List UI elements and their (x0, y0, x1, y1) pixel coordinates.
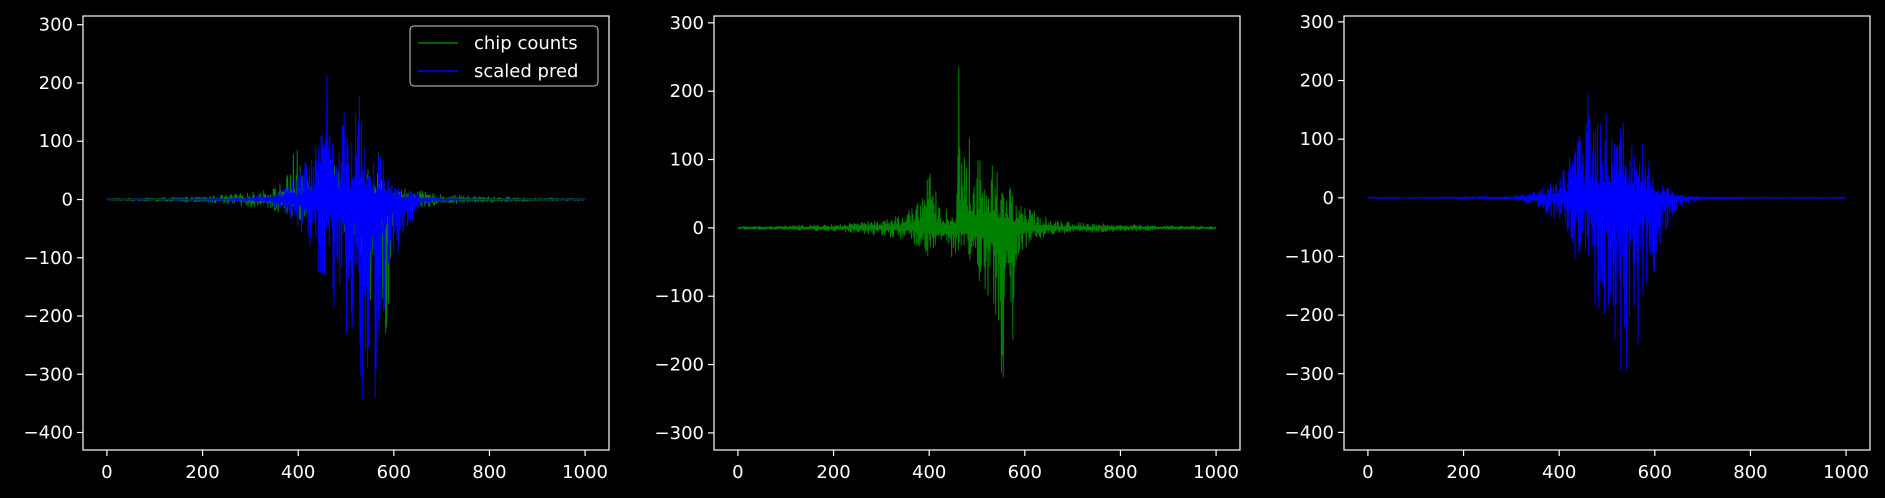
x-axis-ticks-2: 0 200 400 600 800 1000 (732, 450, 1239, 483)
x-tick-label: 800 (1733, 462, 1767, 483)
x-tick-label: 600 (377, 462, 411, 483)
y-tick-label: −300 (1285, 364, 1334, 385)
x-tick-label: 600 (1008, 462, 1042, 483)
y-tick-label: −200 (655, 355, 704, 376)
x-tick-label: 0 (101, 462, 112, 483)
y-tick-label: 100 (670, 150, 704, 171)
x-tick-label: 200 (1446, 462, 1480, 483)
y-tick-label: 100 (1300, 129, 1334, 150)
y-tick-label: 200 (1300, 71, 1334, 92)
chart-marks-3 (1367, 93, 1847, 371)
y-tick-label: 200 (39, 73, 73, 94)
y-tick-label: −100 (655, 286, 704, 307)
x-axis-ticks-1: 0 200 400 600 800 1000 (101, 450, 608, 483)
y-tick-label: −300 (24, 364, 73, 385)
x-tick-label: 600 (1638, 462, 1672, 483)
y-tick-label: −200 (1285, 305, 1334, 326)
y-tick-label: −200 (24, 306, 73, 327)
chart-marks-2 (737, 66, 1217, 378)
y-tick-label: 0 (693, 218, 704, 239)
series-line-series-1 (1367, 93, 1847, 371)
x-tick-label: 0 (732, 462, 743, 483)
chart-panel-3: 0 200 400 600 800 1000 3002001000−100−200−300… (1285, 12, 1871, 483)
x-tick-label: 800 (472, 462, 506, 483)
y-tick-label: 0 (62, 190, 73, 211)
x-tick-label: 400 (912, 462, 946, 483)
y-axis-ticks-3: 300 200 100 0 −100 −200 −300 −400 (1285, 12, 1344, 443)
x-axis-ticks-3: 0 200 400 600 800 1000 (1362, 450, 1869, 483)
x-tick-label: 200 (816, 462, 850, 483)
chart-panel-1: 0 200 400 600 800 1000 3002001000−100−200−300… (24, 15, 610, 483)
y-tick-label: −400 (1285, 422, 1334, 443)
x-tick-label: 400 (281, 462, 315, 483)
y-tick-label: −100 (1285, 246, 1334, 267)
chart-marks-1 (106, 75, 586, 401)
y-tick-label: 100 (39, 131, 73, 152)
legend: chip counts scaled pred (409, 25, 599, 87)
y-tick-label: 200 (670, 81, 704, 102)
x-tick-label: 1000 (1193, 462, 1239, 483)
legend-label-chip-counts: chip counts (474, 33, 578, 54)
x-tick-label: 200 (185, 462, 219, 483)
y-axis-ticks-1: 300 200 100 0 −100 −200 −300 −400 (24, 15, 83, 444)
y-tick-label: 300 (39, 15, 73, 36)
y-tick-label: 0 (1323, 188, 1334, 209)
y-tick-label: −400 (24, 423, 73, 444)
x-tick-label: 400 (1542, 462, 1576, 483)
y-tick-label: −300 (655, 423, 704, 444)
y-axis-ticks-2: 300 200 100 0 −100 −200 −300 (655, 13, 714, 444)
x-tick-label: 0 (1362, 462, 1373, 483)
y-tick-label: −100 (24, 248, 73, 269)
x-tick-label: 1000 (1823, 462, 1869, 483)
series-line-series-1 (737, 66, 1217, 378)
x-tick-label: 1000 (562, 462, 608, 483)
legend-label-scaled-pred: scaled pred (474, 61, 578, 82)
y-tick-label: 300 (1300, 12, 1334, 33)
x-tick-label: 800 (1103, 462, 1137, 483)
series-line-scaled-pred (106, 75, 586, 401)
y-tick-label: 300 (670, 13, 704, 34)
